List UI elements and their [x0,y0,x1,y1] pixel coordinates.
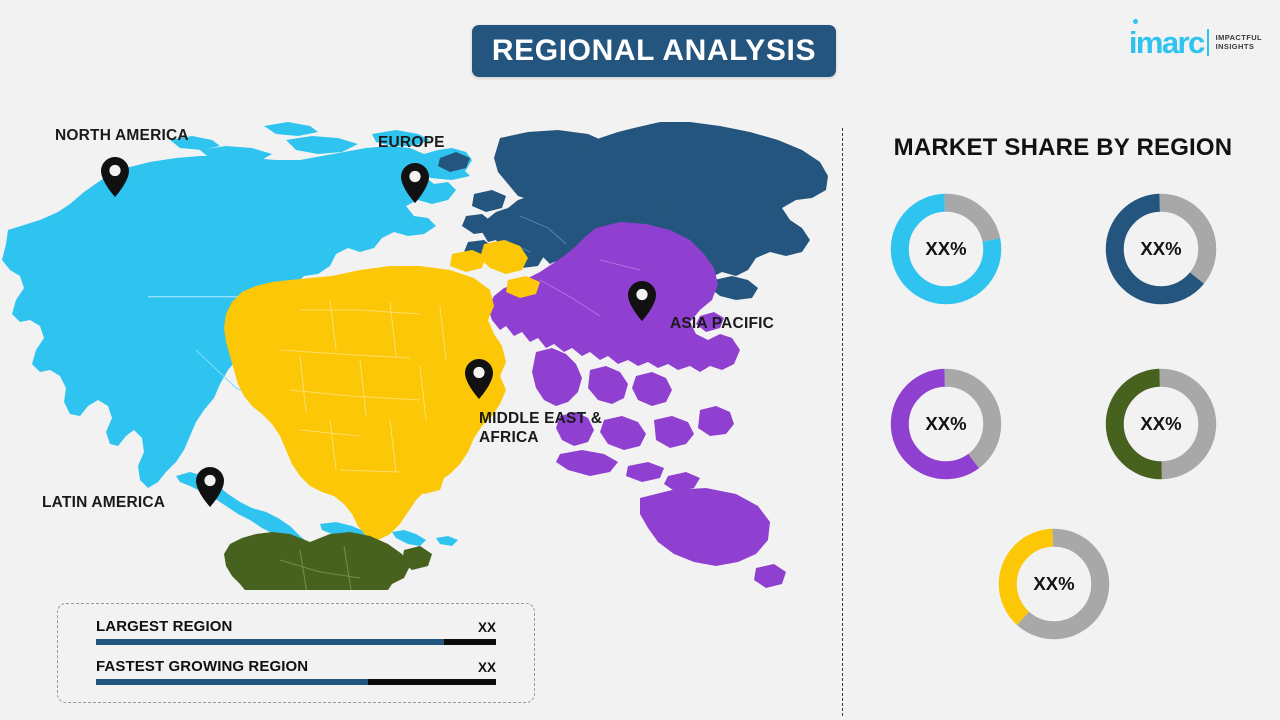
imarc-logo: imarc IMPACTFUL INSIGHTS [1128,18,1262,62]
donut-north-america-label: XX% [925,238,967,259]
page-title-badge: REGIONAL ANALYSIS [472,25,836,77]
legend-bar-fill-fastest-growing-region [96,679,368,685]
legend-row-fastest-growing-region: FASTEST GROWING REGION XX [96,658,496,685]
map-region-europe [438,122,828,300]
map-region-asia-pacific [488,222,786,588]
donut-north-america-ring [890,193,1002,305]
logo-wordmark-text: imarc [1128,24,1205,60]
legend-label-largest-region: LARGEST REGION [96,618,233,635]
map-pin-europe-icon [401,163,429,203]
legend-box: LARGEST REGION XX FASTEST GROWING REGION… [57,603,535,703]
map-region-middle-east-africa [224,240,540,540]
donut-north-america: XX% [885,188,1007,310]
map-region-latin-america [224,532,432,590]
map-label-asia-pacific: ASIA PACIFIC [670,315,775,332]
donut-middle-east-africa-ring [998,528,1110,640]
donut-asia-pacific: XX% [885,363,1007,485]
legend-label-fastest-growing-region: FASTEST GROWING REGION [96,658,309,675]
donut-chart-group: XX% XX% XX% XX% XX% [860,180,1260,700]
legend-bar-track-largest-region [96,639,496,645]
map-label-middle-east-africa: MIDDLE EAST & AFRICA [479,409,602,448]
map-label-mea-line1: MIDDLE EAST & [479,410,603,427]
logo-tagline: IMPACTFUL INSIGHTS [1216,33,1262,52]
donut-middle-east-africa: XX% [993,523,1115,645]
logo-divider [1206,28,1209,56]
legend-value-fastest-growing-region: XX [477,660,496,675]
donut-latin-america: XX% [1100,363,1222,485]
world-map [0,120,830,590]
donut-latin-america-ring [1105,368,1217,480]
legend-bar-fill-largest-region [96,639,444,645]
map-label-north-america: NORTH AMERICA [55,127,189,144]
map-pin-north-america-icon [101,157,129,197]
donut-asia-pacific-ring [890,368,1002,480]
logo-dot-icon [1132,18,1138,24]
map-label-europe: EUROPE [378,134,445,151]
map-pin-latin-america-icon [196,467,224,507]
map-label-mea-line2: AFRICA [479,429,539,447]
donut-europe-label: XX% [1140,238,1182,259]
page-title: REGIONAL ANALYSIS [491,34,817,67]
panel-title: MARKET SHARE BY REGION [893,134,1233,161]
donut-europe: XX% [1100,188,1222,310]
donut-europe-ring [1105,193,1217,305]
donut-asia-pacific-label: XX% [925,413,967,434]
legend-bar-track-fastest-growing-region [96,679,496,685]
logo-tagline-line1: IMPACTFUL [1215,32,1262,42]
legend-row-largest-region: LARGEST REGION XX [96,618,496,645]
map-pin-middle-east-africa-icon [465,359,493,399]
donut-middle-east-africa-label: XX% [1033,573,1075,594]
legend-value-largest-region: XX [477,620,496,635]
logo-tagline-line2: INSIGHTS [1215,42,1255,51]
logo-wordmark: imarc [1128,18,1205,60]
donut-latin-america-label: XX% [1140,413,1182,434]
map-label-latin-america: LATIN AMERICA [42,494,166,511]
panel-divider [842,128,843,716]
map-pin-asia-pacific-icon [628,281,656,321]
